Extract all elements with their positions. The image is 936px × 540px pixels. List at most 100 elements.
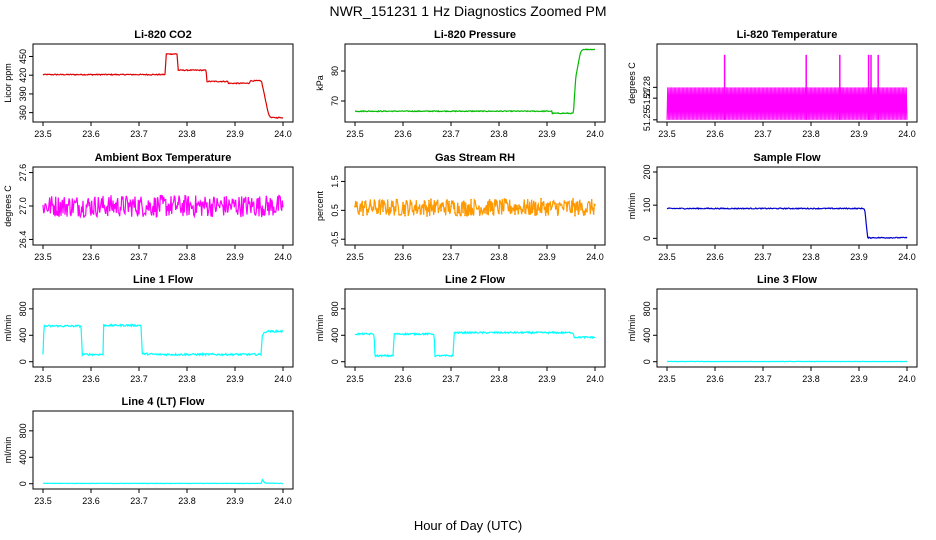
data-point — [390, 209, 392, 212]
data-point — [456, 214, 458, 217]
data-point — [434, 210, 436, 213]
y-axis-label: kPa — [315, 75, 325, 91]
data-point — [428, 199, 430, 202]
data-point — [540, 197, 542, 200]
x-tick-label: 24.0 — [586, 129, 604, 139]
data-point — [524, 211, 526, 214]
data-point — [582, 210, 584, 213]
y-tick-label: 27.0 — [18, 197, 28, 215]
data-point — [372, 206, 374, 209]
x-tick-label: 23.9 — [226, 496, 244, 506]
data-point — [520, 208, 522, 211]
plot-frame — [344, 166, 606, 246]
x-tick-label: 23.7 — [754, 252, 772, 262]
data-point — [548, 203, 550, 205]
data-point — [472, 211, 474, 214]
data-point — [530, 211, 532, 214]
data-point — [360, 210, 362, 212]
data-point — [588, 201, 590, 203]
x-tick-label: 24.0 — [898, 374, 916, 384]
x-tick-label: 23.8 — [802, 374, 820, 384]
x-tick-label: 23.6 — [394, 252, 412, 262]
plot-frame — [656, 166, 918, 246]
data-point — [544, 206, 546, 209]
x-tick-label: 23.8 — [490, 129, 508, 139]
data-point — [506, 202, 508, 205]
x-tick-label: 23.9 — [226, 374, 244, 384]
x-tick-label: 23.6 — [82, 374, 100, 384]
y-tick-label: 400 — [18, 450, 28, 465]
y-tick-label: 0 — [642, 359, 652, 364]
data-point — [452, 200, 454, 203]
data-point — [408, 210, 410, 213]
x-tick-label: 24.0 — [274, 252, 292, 262]
data-point — [416, 212, 418, 214]
data-point — [464, 214, 466, 217]
x-tick-label: 24.0 — [274, 496, 292, 506]
data-point — [466, 214, 468, 217]
series-line — [666, 87, 908, 120]
data-point — [550, 208, 552, 211]
data-point — [468, 203, 470, 206]
data-point — [376, 212, 378, 214]
data-point — [386, 210, 388, 213]
data-point — [368, 207, 370, 210]
data-point — [572, 197, 574, 200]
data-point — [374, 201, 376, 204]
y-tick-label: 100 — [642, 198, 652, 213]
data-point — [510, 205, 512, 208]
x-tick-label: 23.9 — [538, 129, 556, 139]
y-tick-label: 0 — [18, 359, 28, 364]
data-point — [404, 214, 406, 217]
data-point — [586, 210, 588, 213]
data-point — [488, 200, 490, 203]
x-tick-label: 23.5 — [658, 129, 676, 139]
data-point — [526, 206, 528, 209]
x-tick-label: 23.7 — [442, 252, 460, 262]
data-point — [412, 209, 414, 212]
data-point — [450, 205, 452, 208]
data-point — [418, 207, 420, 209]
data-point — [458, 205, 460, 208]
data-point — [392, 200, 394, 203]
x-tick-label: 23.9 — [850, 252, 868, 262]
y-tick-label: 390 — [18, 86, 28, 101]
data-point — [496, 200, 498, 203]
data-point — [414, 204, 416, 207]
y-tick-label: 70 — [330, 96, 340, 106]
y-tick-label: 400 — [642, 328, 652, 343]
x-axis-title: Hour of Day (UTC) — [413, 518, 523, 533]
x-tick-label: 23.9 — [226, 129, 244, 139]
x-tick-label: 23.6 — [394, 129, 412, 139]
data-point — [592, 207, 594, 210]
x-tick-label: 23.6 — [706, 129, 724, 139]
series-line — [42, 323, 284, 358]
x-tick-label: 23.6 — [706, 252, 724, 262]
data-point — [556, 203, 558, 205]
data-point — [446, 199, 448, 202]
data-point — [578, 210, 580, 212]
x-tick-label: 23.5 — [346, 252, 364, 262]
data-point — [462, 211, 464, 214]
y-tick-label: -0.5 — [330, 231, 340, 247]
data-point — [486, 212, 488, 215]
data-point — [444, 207, 446, 210]
x-tick-label: 23.8 — [178, 496, 196, 506]
data-point — [398, 213, 400, 216]
data-point — [590, 206, 592, 209]
x-tick-label: 23.5 — [346, 374, 364, 384]
x-tick-label: 24.0 — [586, 252, 604, 262]
x-tick-label: 23.6 — [82, 252, 100, 262]
panel-title: Line 3 Flow — [757, 274, 817, 286]
data-point — [554, 202, 556, 205]
y-tick-label: 0.5 — [330, 204, 340, 217]
data-point — [370, 205, 372, 207]
data-point — [482, 211, 484, 214]
plot-frame — [32, 43, 294, 123]
data-point — [558, 203, 560, 205]
y-tick-label: 51.27 — [642, 87, 652, 110]
data-point — [378, 200, 380, 203]
x-tick-label: 24.0 — [274, 374, 292, 384]
x-tick-label: 23.6 — [82, 496, 100, 506]
x-tick-label: 23.5 — [658, 374, 676, 384]
